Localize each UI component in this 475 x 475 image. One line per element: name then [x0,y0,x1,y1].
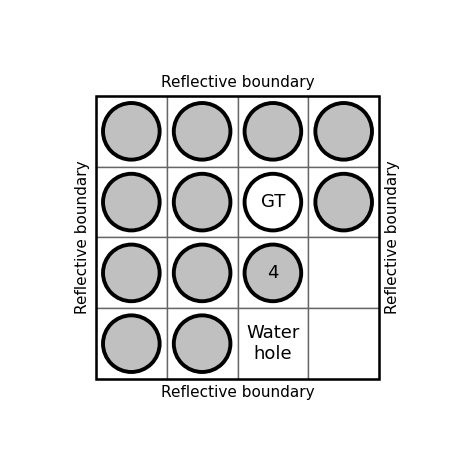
Circle shape [174,174,230,230]
Bar [96,96,167,167]
Bar [96,96,379,379]
Bar [96,308,167,379]
Circle shape [315,103,372,160]
Text: Reflective boundary: Reflective boundary [161,385,314,400]
Circle shape [245,245,301,301]
Bar [308,308,379,379]
Circle shape [103,245,160,301]
Bar [167,238,238,308]
Bar [238,308,308,379]
Text: Reflective boundary: Reflective boundary [161,75,314,90]
Circle shape [103,174,160,230]
Text: Reflective boundary: Reflective boundary [385,161,400,314]
Bar [96,238,167,308]
Circle shape [174,245,230,301]
Bar [167,167,238,238]
Circle shape [174,103,230,160]
Circle shape [245,103,301,160]
Circle shape [103,103,160,160]
Bar [308,238,379,308]
Circle shape [103,315,160,372]
Bar [238,238,308,308]
Text: GT: GT [261,193,285,211]
Bar [308,96,379,167]
Bar [167,308,238,379]
Circle shape [245,174,301,230]
Text: Reflective boundary: Reflective boundary [75,161,90,314]
Bar [308,167,379,238]
Bar [238,167,308,238]
Bar [96,167,167,238]
Bar [167,96,238,167]
Text: 4: 4 [267,264,279,282]
Circle shape [174,315,230,372]
Bar [238,96,308,167]
Circle shape [315,174,372,230]
Text: Water
hole: Water hole [246,324,300,363]
